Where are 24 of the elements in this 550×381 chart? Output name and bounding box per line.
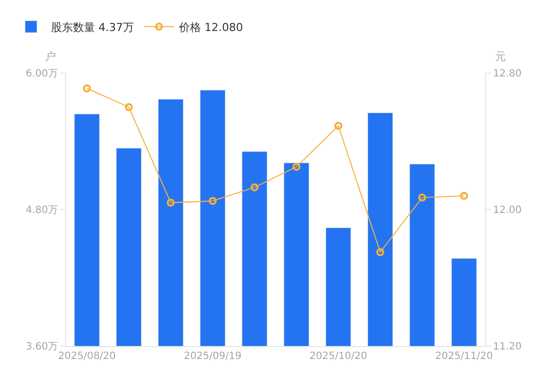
- y2-axis-title: 元: [495, 50, 506, 63]
- y-tick-label: 3.60万: [26, 342, 58, 352]
- y-tick-label: 6.00万: [26, 68, 58, 80]
- y2-tick-label: 12.00: [493, 205, 522, 216]
- point: [250, 183, 259, 192]
- point: [418, 194, 426, 202]
- point: [376, 248, 384, 256]
- x-tick-label: 2025/10/20: [310, 351, 368, 362]
- point: [292, 162, 300, 171]
- legend-label: 价格 12.080: [178, 20, 243, 34]
- point: [166, 198, 175, 207]
- y-tick-label: 4.80万: [26, 205, 58, 216]
- y-axis-title: 户: [45, 50, 56, 63]
- x-tick-label: 2025/09/19: [184, 351, 242, 362]
- x-tick-label: 2025/11/20: [435, 351, 493, 362]
- y2-tick-label: 11.20: [493, 342, 522, 352]
- y2-tick-label: 12.80: [493, 68, 522, 80]
- point: [334, 122, 342, 130]
- point: [208, 196, 217, 205]
- legend-label: 股东数量 4.37万: [51, 20, 134, 34]
- point: [82, 84, 91, 92]
- x-tick-label: 2025/08/20: [58, 351, 116, 362]
- point: [460, 192, 468, 200]
- point: [124, 103, 133, 112]
